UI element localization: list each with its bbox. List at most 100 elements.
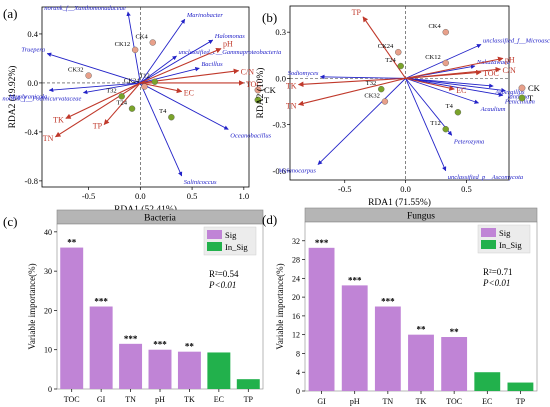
env-arrow-tn: [54, 82, 141, 138]
p-annotation: P<0.01: [208, 280, 236, 290]
sample-label-ck4: CK4: [135, 34, 148, 41]
legend-swatch-sig: [481, 228, 496, 237]
legend-swatch-in-sig: [481, 240, 496, 249]
rda-panel-fungus: (b) -0.5 0.0 0.5 -0.6 -0.3 0.0 0.3 RDA1 (71.55%)…: [255, 5, 550, 208]
x-tick-label: 0.0: [135, 191, 146, 201]
species-label-penicillium: Penicillium: [504, 98, 535, 105]
legend-marker-ck: [254, 86, 262, 94]
species-arrow-aspergillus: [405, 77, 494, 88]
y-tick-label: 30: [44, 267, 52, 276]
species-arrow-unclassified-c-gammaproteobacteria: [140, 55, 177, 84]
bar-tp: [236, 379, 260, 389]
species-label-oceanobacillus: Oceanobacillus: [230, 132, 271, 139]
env-label-ec: EC: [456, 86, 466, 95]
species-label-salinicoccus: Salinicoccus: [184, 179, 217, 186]
env-label-c-n: C/N: [241, 68, 255, 77]
sample-point-t32: [378, 85, 385, 93]
y-axis-label: RDA2 (10%): [255, 68, 266, 119]
env-arrow-toc: [405, 69, 482, 79]
bar-ec: [474, 372, 501, 391]
env-label-tp: TP: [93, 122, 103, 131]
legend-marker-t: [518, 94, 526, 102]
legend-marker-t: [254, 96, 262, 104]
species-arrow-peterozyma: [405, 78, 453, 136]
env-label-toc: TOC: [246, 80, 262, 89]
sample-label-t32: T32: [366, 80, 376, 87]
species-label-melanocarpus: Melanocarpus: [277, 168, 316, 175]
sample-point-ck24: [395, 48, 402, 56]
significance-mark: ***: [348, 275, 362, 285]
sample-label-ck24: CK24: [378, 43, 394, 50]
env-label-tk: TK: [53, 115, 64, 124]
env-label-tk: TK: [286, 82, 297, 91]
species-arrow-acaulium: [405, 77, 480, 104]
species-arrow-bacillus: [140, 67, 200, 84]
y-tick-label: 0.0: [275, 73, 286, 83]
y-tick-label: 16: [292, 312, 300, 321]
env-arrow-ec: [405, 77, 455, 91]
species-label-norank-f-fodinicurvataceae: norank_f__Fodinicurvataceae: [2, 96, 81, 103]
species-arrow-unclassified-p-ascomycota: [405, 78, 447, 172]
significance-mark: ***: [153, 340, 167, 350]
sample-label-t24: T24: [117, 100, 128, 107]
species-arrow-norank-f-fodinicurvataceae: [82, 82, 141, 95]
y-tick-label: -0.4: [25, 127, 39, 137]
importance-panel-bacteria: (c) Bacteria 0 10 20 30 40 Variable importance(…: [3, 209, 264, 404]
env-arrow-tp: [103, 82, 141, 125]
sample-label-ck24: CK24: [124, 78, 140, 85]
bar-tk: [177, 351, 201, 389]
sample-point-t12: [151, 78, 159, 85]
sample-label-t4: T4: [446, 103, 454, 110]
y-tick-label: 0.4: [27, 29, 38, 39]
sample-point-ck24: [141, 83, 148, 90]
significance-mark: ***: [381, 297, 395, 307]
x-tick-label: -0.5: [82, 191, 95, 201]
bar-gi: [308, 247, 335, 391]
sample-label-ck12: CK12: [115, 41, 131, 48]
x-axis-label: RDA1 (71.55%): [368, 197, 431, 208]
significance-mark: ***: [315, 238, 329, 248]
y-tick-label: 0.0: [27, 78, 38, 88]
sample-label-ck32: CK32: [364, 92, 380, 99]
x-tick-label: 1.0: [239, 191, 250, 201]
sample-label-t4: T4: [159, 108, 167, 115]
r2-annotation: R²=0.54: [209, 269, 239, 279]
sample-label-ck12: CK12: [425, 54, 441, 61]
x-tick-label: -0.5: [338, 184, 351, 194]
y-tick-label: 8: [296, 349, 300, 358]
species-arrow-truepera: [46, 52, 141, 84]
y-tick-label: 0.3: [275, 27, 286, 37]
sample-point-ck32: [85, 72, 92, 79]
x-tick-label: 0.5: [461, 184, 472, 194]
env-arrow-tk: [297, 77, 406, 87]
sample-label-t12: T12: [430, 120, 440, 127]
y-tick-label: 12: [292, 331, 300, 340]
legend-label-t: T: [264, 95, 270, 105]
importance-panel-fungus: (d) Fungus 0 4 8 12 16 20 24 28 32 Variable importa…: [262, 207, 538, 406]
y-tick-label: 4: [296, 368, 300, 377]
species-label-acaulium: Acaulium: [480, 106, 506, 113]
species-arrow-halomonas: [140, 39, 214, 84]
x-tick-label-ph: pH: [155, 395, 165, 404]
significance-mark: **: [67, 238, 77, 248]
y-tick-label: 28: [292, 256, 300, 265]
y-axis-label: Variable importance(%): [27, 263, 37, 349]
species-label-ianthina: Ianthina: [506, 94, 529, 101]
chart-title: Bacteria: [144, 214, 176, 224]
sample-point-ck4: [149, 39, 156, 46]
y-tick-label: 24: [292, 274, 300, 283]
species-label-halomonas: Halomonas: [214, 33, 245, 40]
species-label-marinobacter: Marinobacter: [186, 12, 224, 19]
x-tick-label-tk: TK: [416, 397, 427, 406]
x-tick-label-ec: EC: [482, 397, 492, 406]
bar-tn: [374, 306, 401, 391]
env-label-toc: TOC: [483, 69, 499, 78]
species-arrow-penicillium: [405, 77, 504, 97]
x-tick-label-tp: TP: [516, 397, 526, 406]
sample-point-t24: [128, 105, 136, 112]
significance-mark: **: [417, 325, 427, 335]
species-arrow-ianthina: [405, 77, 506, 93]
species-arrow-oceanobacillus: [140, 82, 229, 130]
y-tick-label: 20: [292, 293, 300, 302]
sample-point-t4: [168, 114, 175, 121]
